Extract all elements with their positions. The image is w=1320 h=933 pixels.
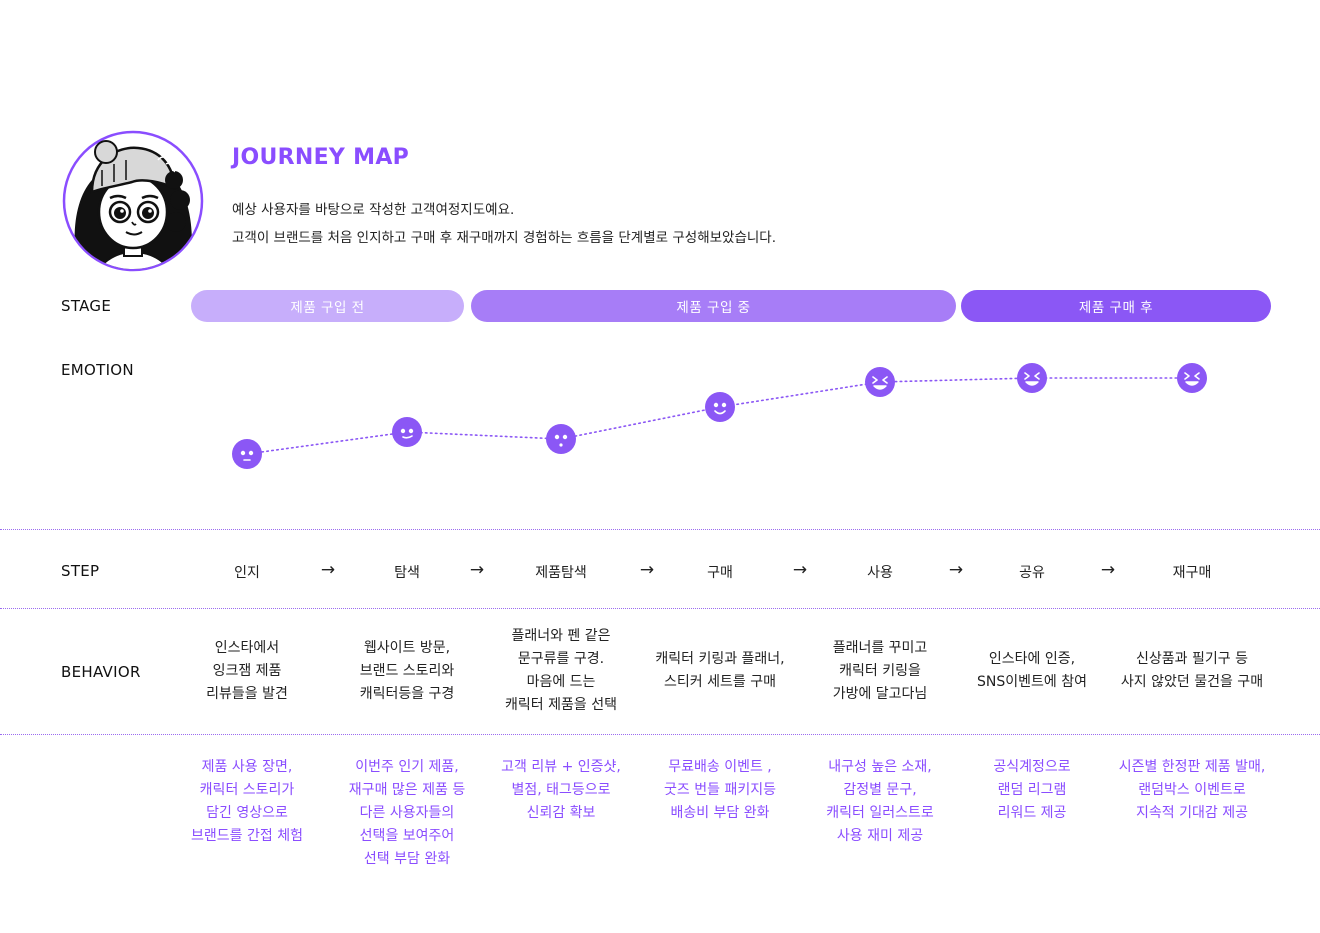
laughing-face-icon xyxy=(1017,363,1047,393)
arrow-right-icon: → xyxy=(792,560,808,580)
opportunity-line: 굿즈 번들 패키지등 xyxy=(664,782,776,798)
behavior-line: 스티커 세트를 구매 xyxy=(664,674,776,690)
row-label-stage: STAGE xyxy=(61,297,112,315)
opportunity-line: 캐릭터 일러스트로 xyxy=(826,805,934,821)
arrow-right-icon: → xyxy=(320,560,336,580)
opportunity-line: 무료배송 이벤트 , xyxy=(668,759,772,775)
behavior-line: 신상품과 필기구 등 xyxy=(1136,651,1248,667)
row-label-step: STEP xyxy=(61,562,100,580)
opportunity-line: 신뢰감 확보 xyxy=(526,805,596,821)
step-label: 인지 xyxy=(234,565,260,581)
slightly-smile-face-icon xyxy=(392,417,422,447)
smile-face-icon xyxy=(705,392,735,422)
step-label: 구매 xyxy=(707,565,733,581)
neutral-face-icon xyxy=(232,439,262,469)
opportunity-line: 선택을 보여주어 xyxy=(359,828,455,844)
behavior-text: 캐릭터 키링과 플래너, 스티커 세트를 구매 xyxy=(655,648,784,694)
opportunity-line: 제품 사용 장면, xyxy=(201,759,293,775)
stage-label: 제품 구입 중 xyxy=(676,300,751,316)
step-label: 탐색 xyxy=(394,565,420,581)
behavior-line: 플래너와 펜 같은 xyxy=(511,628,611,644)
behavior-text: 인스타에 인증, SNS이벤트에 참여 xyxy=(977,648,1087,694)
opportunity-line: 공식계정으로 xyxy=(993,759,1071,775)
step-label: 공유 xyxy=(1019,565,1045,581)
opportunity-line: 브랜드를 간접 체험 xyxy=(191,828,303,844)
arrow-right-icon: → xyxy=(639,560,655,580)
opportunity-line: 이번주 인기 제품, xyxy=(355,759,459,775)
laughing-face-icon xyxy=(865,367,895,397)
opportunity-line: 캐릭터 스토리가 xyxy=(199,782,295,798)
opportunity-line: 감정별 문구, xyxy=(843,782,917,798)
step-label: 사용 xyxy=(867,565,893,581)
opportunity-line: 사용 재미 제공 xyxy=(836,828,924,844)
opportunity-line: 시즌별 한정판 제품 발매, xyxy=(1118,759,1266,775)
behavior-line: 캐릭터 제품을 선택 xyxy=(505,697,617,713)
page-description-line-1: 예상 사용자를 바탕으로 작성한 고객여정지도예요. xyxy=(232,202,515,218)
opportunity-line: 배송비 부담 완화 xyxy=(670,805,770,821)
divider-2 xyxy=(0,608,1320,609)
behavior-line: 인스타에 인증, xyxy=(988,651,1076,667)
row-label-behavior: BEHAVIOR xyxy=(61,663,141,681)
opportunity-line: 랜덤박스 이벤트로 xyxy=(1138,782,1246,798)
arrow-right-icon: → xyxy=(469,560,485,580)
behavior-line: 캐릭터등을 구경 xyxy=(359,685,455,702)
persona-avatar xyxy=(62,130,204,272)
behavior-line: 잉크잼 제품 xyxy=(212,662,282,679)
stage-bar-during-purchase: 제품 구입 중 xyxy=(471,290,956,322)
opportunity-line: 랜덤 리그램 xyxy=(997,782,1067,798)
opportunity-line: 리워드 제공 xyxy=(997,805,1067,821)
opportunity-line: 내구성 높은 소재, xyxy=(828,759,932,775)
emotion-points xyxy=(232,363,1207,469)
behavior-line: 웹사이트 방문, xyxy=(363,639,451,656)
behavior-line: 캐릭터 키링과 플래너, xyxy=(655,651,785,667)
arrow-right-icon: → xyxy=(948,560,964,580)
behavior-line: SNS이벤트에 참여 xyxy=(977,674,1087,690)
opportunity-line: 선택 부담 완화 xyxy=(363,851,451,867)
stage-bar-after-purchase: 제품 구매 후 xyxy=(961,290,1271,322)
behavior-line: 마음에 드는 xyxy=(526,674,596,690)
step-label: 제품탐색 xyxy=(535,565,587,581)
persona-avatar-illustration xyxy=(62,130,204,272)
stage-label: 제품 구입 전 xyxy=(290,300,365,316)
divider-3 xyxy=(0,734,1320,735)
page-description-line-2: 고객이 브랜드를 처음 인지하고 구매 후 재구매까지 경험하는 흐름을 단계별… xyxy=(232,230,777,246)
opportunity-line: 고객 리뷰 + 인증샷, xyxy=(501,759,621,775)
behavior-line: 문구류를 구경. xyxy=(517,651,605,667)
behavior-line: 가방에 달고다님 xyxy=(832,685,928,702)
stage-label: 제품 구매 후 xyxy=(1078,300,1154,316)
row-label-emotion: EMOTION xyxy=(61,361,134,379)
behavior-line: 리뷰들을 발견 xyxy=(206,685,288,702)
behavior-line: 캐릭터 키링을 xyxy=(839,662,921,679)
arrow-right-icon: → xyxy=(1100,560,1116,580)
opportunity-line: 별점, 태그등으로 xyxy=(511,782,611,798)
opportunity-line: 다른 사용자들의 xyxy=(359,805,455,821)
stage-bar-before-purchase: 제품 구입 전 xyxy=(191,290,464,322)
behavior-line: 사지 않았던 물건을 구매 xyxy=(1120,674,1264,690)
page-title: JOURNEY MAP xyxy=(232,145,410,170)
surprised-face-icon xyxy=(546,424,576,454)
opportunity-line: 지속적 기대감 제공 xyxy=(1136,805,1248,821)
opportunity-line: 담긴 영상으로 xyxy=(206,805,288,821)
opportunity-line: 재구매 많은 제품 등 xyxy=(348,782,466,798)
laughing-face-icon xyxy=(1177,363,1207,393)
behavior-line: 브랜드 스토리와 xyxy=(359,662,455,679)
step-label: 재구매 xyxy=(1172,565,1212,581)
divider-1 xyxy=(0,529,1320,530)
behavior-line: 플래너를 꾸미고 xyxy=(832,639,928,656)
emotion-curve xyxy=(232,363,1207,469)
behavior-line: 인스타에서 xyxy=(214,639,280,656)
